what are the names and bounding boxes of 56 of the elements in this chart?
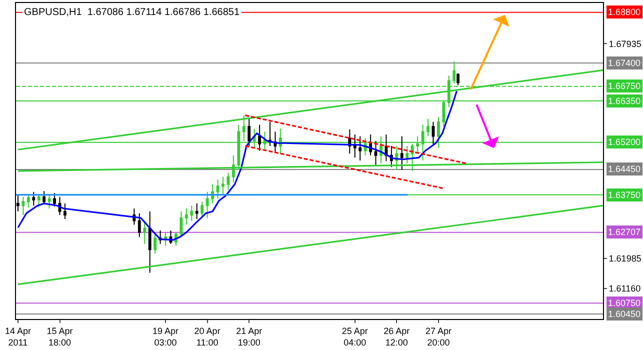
candlestick xyxy=(148,210,152,274)
x-tick-label: 25 Apr 04:00 xyxy=(342,326,368,348)
line-series xyxy=(17,90,458,241)
x-tick-label: 20 Apr 11:00 xyxy=(194,326,220,348)
candlestick xyxy=(426,118,430,137)
ref-line-label: 1.64450 xyxy=(608,164,641,174)
candlestick xyxy=(200,201,204,218)
candlestick xyxy=(32,191,36,206)
candlestick xyxy=(400,136,404,170)
ref-line-label: 1.60750 xyxy=(608,298,641,308)
ref-line-label: 1.66750 xyxy=(608,81,641,91)
y-tick-label: 1.61985 xyxy=(608,254,642,264)
candlestick xyxy=(216,179,220,200)
candlestick xyxy=(138,212,141,238)
x-tick-label: 14 Apr 2011 xyxy=(4,326,31,348)
candlestick xyxy=(358,136,362,161)
x-tick-label: 26 Apr 12:00 xyxy=(384,326,410,348)
candlestick xyxy=(37,194,40,208)
ref-line-label: 1.60450 xyxy=(608,309,641,319)
ref-line-label: 1.65200 xyxy=(608,137,641,147)
candlestick xyxy=(48,194,51,209)
x-tick-label: 27 Apr 20:00 xyxy=(425,326,452,348)
x-tick-label: 19 Apr 03:00 xyxy=(152,326,179,348)
candlestick xyxy=(432,121,435,147)
candlestick xyxy=(143,220,146,244)
candlestick xyxy=(154,232,157,254)
candlestick xyxy=(190,205,194,222)
candlestick xyxy=(456,72,460,86)
chart-title: GBPUSD,H1 1.67086 1.67114 1.66786 1.66851 xyxy=(24,7,240,18)
y-tick-label: 1.61160 xyxy=(608,283,641,294)
candlestick xyxy=(53,192,56,207)
ref-line-label: 1.68800 xyxy=(608,7,641,17)
candlestick xyxy=(180,210,183,238)
candlestick xyxy=(374,140,378,166)
ref-line-label: 1.66350 xyxy=(608,96,641,106)
candlestick xyxy=(26,194,30,208)
candlestick xyxy=(184,208,188,226)
candlestick xyxy=(258,124,262,152)
x-tick-label: 21 Apr 19:00 xyxy=(236,326,262,348)
candlestick xyxy=(195,202,198,220)
candlestick xyxy=(64,202,66,220)
candlestick xyxy=(222,176,224,195)
candlestick xyxy=(452,61,456,84)
ref-line-label: 1.63750 xyxy=(608,190,641,200)
x-tick-label: 15 Apr 18:00 xyxy=(46,326,73,348)
candlestick xyxy=(248,118,251,147)
y-tick-label: 1.67935 xyxy=(608,38,642,49)
ref-line-label: 1.67400 xyxy=(608,58,641,68)
candlestick xyxy=(22,196,25,216)
candlestick xyxy=(353,134,356,158)
candlestick xyxy=(348,128,352,154)
candlestick xyxy=(42,190,46,204)
candlestick xyxy=(226,172,230,191)
ref-line-label: 1.62707 xyxy=(608,227,641,237)
candlestick xyxy=(206,191,209,218)
candlestick xyxy=(268,121,272,147)
